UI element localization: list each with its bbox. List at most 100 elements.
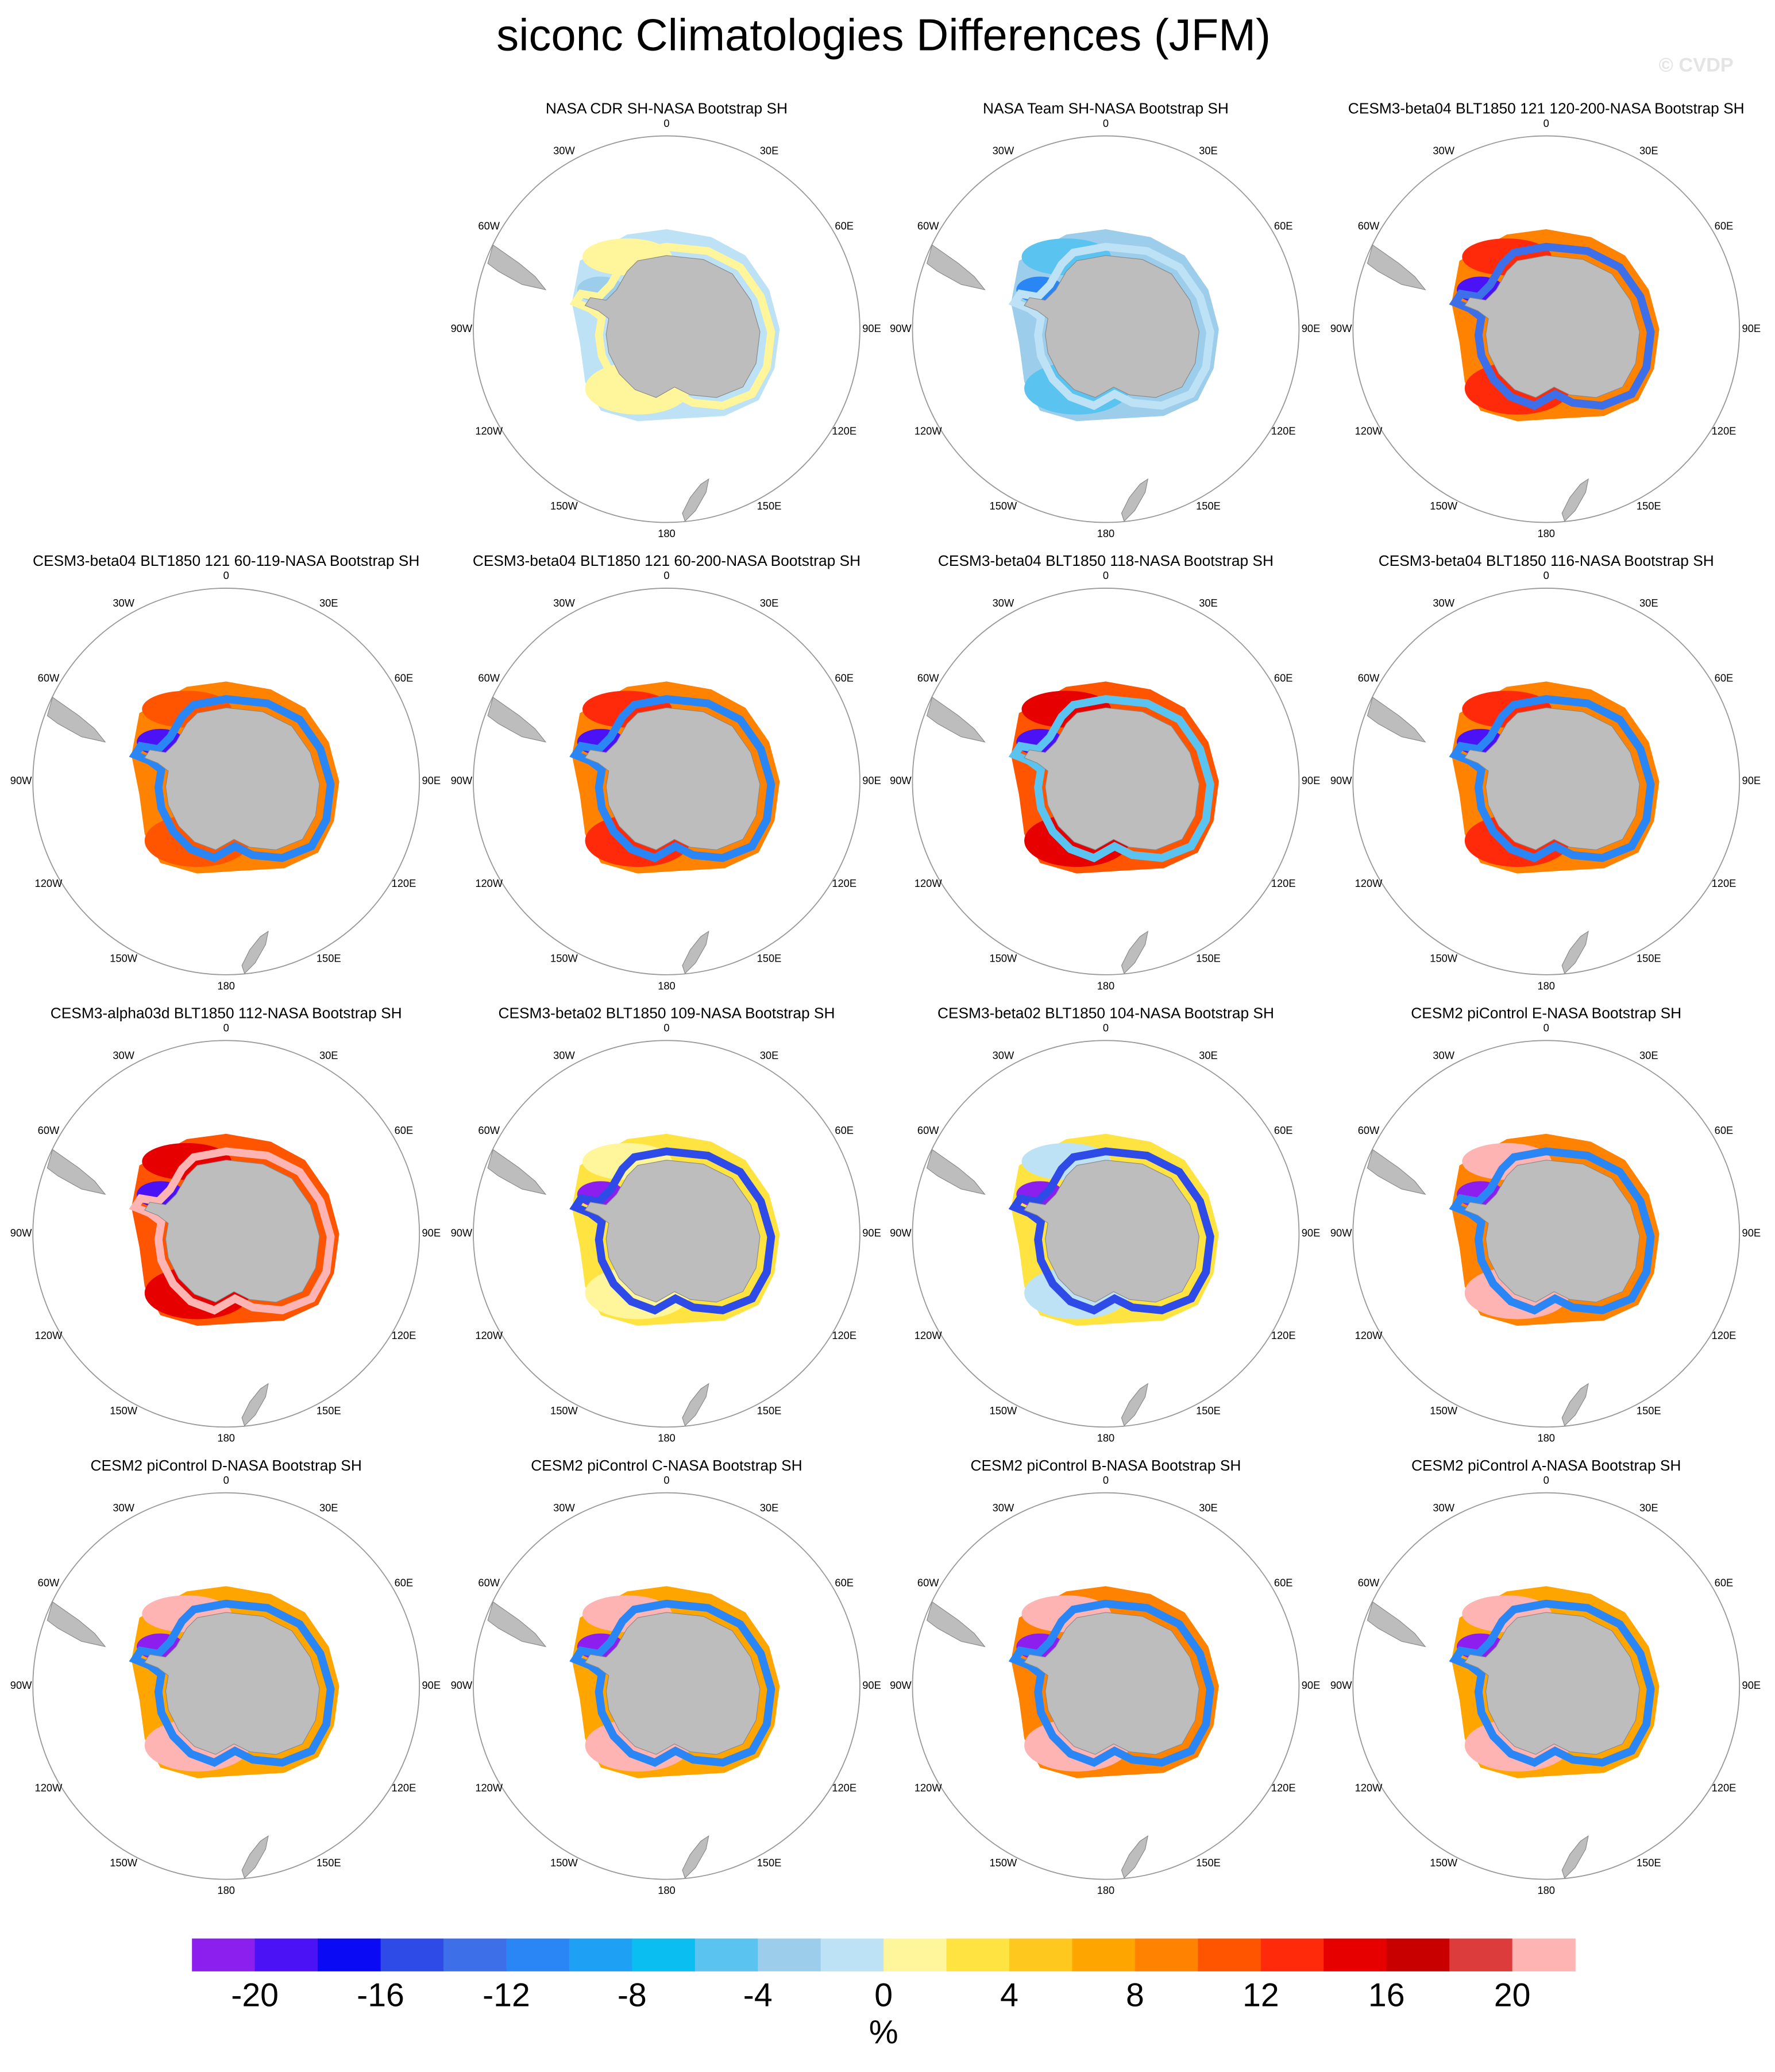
longitude-label: 120E bbox=[1271, 877, 1296, 889]
panel-title: CESM2 piControl B-NASA Bootstrap SH bbox=[971, 1457, 1241, 1474]
panel-title: CESM3-beta04 BLT1850 121 60-200-NASA Boo… bbox=[473, 552, 861, 569]
map-panel: CESM3-beta04 BLT1850 121 60-200-NASA Boo… bbox=[451, 552, 881, 991]
longitude-label: 180 bbox=[1097, 527, 1115, 539]
longitude-label: 60E bbox=[395, 1124, 414, 1136]
map-panel: CESM2 piControl A-NASA Bootstrap SH0 30E 6… bbox=[1330, 1457, 1761, 1896]
longitude-label: 30E bbox=[760, 145, 779, 157]
longitude-label: 90E bbox=[422, 1679, 441, 1691]
colorbar-box bbox=[632, 1938, 696, 1971]
colorbar-tick-label: 20 bbox=[1494, 1977, 1531, 2014]
longitude-label: 0 bbox=[1544, 569, 1549, 581]
longitude-label: 0 bbox=[1103, 1474, 1109, 1486]
longitude-label: 150E bbox=[757, 1405, 782, 1417]
longitude-label: 60E bbox=[395, 672, 414, 684]
map-panel: CESM3-alpha03d BLT1850 112-NASA Bootstra… bbox=[10, 1004, 441, 1444]
colorbar-box bbox=[506, 1938, 570, 1971]
longitude-label: 90W bbox=[1330, 322, 1352, 334]
longitude-label: 60W bbox=[917, 219, 939, 231]
map-panel: CESM3-beta04 BLT1850 121 60-119-NASA Boo… bbox=[10, 552, 441, 991]
south-america bbox=[487, 1601, 547, 1647]
longitude-label: 30W bbox=[1433, 1049, 1454, 1061]
antarctica bbox=[1464, 1612, 1640, 1755]
colorbar-tick-label: -20 bbox=[231, 1977, 279, 2014]
longitude-label: 30W bbox=[113, 1502, 134, 1514]
longitude-label: 150W bbox=[550, 500, 578, 512]
longitude-label: 60E bbox=[1274, 1576, 1293, 1588]
colorbar-box bbox=[1386, 1938, 1450, 1971]
longitude-label: 180 bbox=[658, 527, 676, 539]
longitude-label: 120E bbox=[1712, 425, 1737, 437]
new-zealand bbox=[241, 1383, 269, 1427]
longitude-label: 90W bbox=[1330, 774, 1352, 786]
longitude-label: 150E bbox=[1196, 1405, 1221, 1417]
longitude-label: 180 bbox=[1097, 1884, 1115, 1896]
longitude-label: 90E bbox=[422, 774, 441, 786]
longitude-label: 90W bbox=[890, 1227, 912, 1239]
longitude-label: 120W bbox=[475, 1329, 503, 1341]
longitude-label: 120E bbox=[832, 877, 856, 889]
antarctica bbox=[584, 1612, 761, 1755]
longitude-label: 0 bbox=[663, 1474, 669, 1486]
longitude-label: 0 bbox=[1544, 117, 1549, 129]
longitude-label: 30W bbox=[993, 145, 1014, 157]
south-america bbox=[927, 244, 986, 291]
antarctica bbox=[1464, 1160, 1640, 1303]
south-america bbox=[47, 1601, 106, 1647]
longitude-label: 90E bbox=[862, 1227, 881, 1239]
panel-title: CESM2 piControl C-NASA Bootstrap SH bbox=[531, 1457, 802, 1474]
map-panel: CESM2 piControl D-NASA Bootstrap SH0 30E 6… bbox=[10, 1457, 441, 1896]
panel-title: CESM2 piControl A-NASA Bootstrap SH bbox=[1411, 1457, 1681, 1474]
coastal-band bbox=[1449, 694, 1655, 863]
longitude-label: 30W bbox=[993, 1502, 1014, 1514]
colorbar-box bbox=[192, 1938, 256, 1971]
coastal-band bbox=[1449, 242, 1655, 410]
longitude-label: 150W bbox=[990, 1405, 1018, 1417]
longitude-label: 30E bbox=[1199, 145, 1218, 157]
longitude-label: 120W bbox=[475, 1782, 503, 1794]
longitude-label: 150W bbox=[1430, 952, 1458, 964]
longitude-label: 60W bbox=[478, 1576, 500, 1588]
longitude-label: 150E bbox=[1637, 1857, 1661, 1869]
south-america bbox=[1367, 696, 1426, 743]
longitude-label: 90E bbox=[862, 322, 881, 334]
longitude-label: 180 bbox=[1537, 1432, 1555, 1444]
longitude-label: 120W bbox=[35, 877, 63, 889]
map-panel: CESM3-beta02 BLT1850 109-NASA Bootstrap … bbox=[451, 1004, 881, 1444]
south-america bbox=[1367, 1601, 1426, 1647]
antarctica bbox=[1464, 707, 1640, 851]
antarctica bbox=[1464, 255, 1640, 398]
longitude-label: 150E bbox=[1196, 952, 1221, 964]
longitude-label: 150E bbox=[1637, 500, 1661, 512]
colorbar-box bbox=[254, 1938, 318, 1971]
longitude-label: 30W bbox=[113, 597, 134, 609]
longitude-label: 120W bbox=[914, 1329, 943, 1341]
longitude-label: 90E bbox=[1742, 1679, 1761, 1691]
colorbar-box bbox=[380, 1938, 444, 1971]
new-zealand bbox=[1121, 931, 1149, 974]
longitude-label: 0 bbox=[223, 569, 229, 581]
colorbar-box bbox=[1512, 1938, 1576, 1971]
colorbar-tick-label: 8 bbox=[1126, 1977, 1144, 2014]
longitude-label: 30E bbox=[760, 1502, 779, 1514]
longitude-label: 30W bbox=[993, 1049, 1014, 1061]
longitude-label: 90E bbox=[1742, 322, 1761, 334]
longitude-label: 120E bbox=[1271, 1782, 1296, 1794]
new-zealand bbox=[1561, 1835, 1589, 1879]
longitude-label: 60E bbox=[1715, 1576, 1734, 1588]
longitude-label: 120E bbox=[392, 877, 416, 889]
longitude-label: 30W bbox=[553, 597, 575, 609]
longitude-label: 150W bbox=[1430, 1857, 1458, 1869]
longitude-label: 60E bbox=[835, 219, 854, 231]
longitude-label: 60W bbox=[1358, 219, 1380, 231]
longitude-label: 90W bbox=[1330, 1679, 1352, 1691]
longitude-label: 120W bbox=[914, 877, 943, 889]
longitude-label: 150E bbox=[1637, 952, 1661, 964]
longitude-label: 180 bbox=[658, 1884, 676, 1896]
longitude-label: 120E bbox=[1712, 1329, 1737, 1341]
longitude-label: 90W bbox=[890, 1679, 912, 1691]
map-panel: NASA CDR SH-NASA Bootstrap SH0 30E 60E 90E 1… bbox=[451, 100, 881, 539]
colorbar-box bbox=[694, 1938, 758, 1971]
antarctica bbox=[584, 1160, 761, 1303]
map-panel: CESM3-beta04 BLT1850 121 120-200-NASA Bo… bbox=[1330, 100, 1761, 539]
coastal-band bbox=[1008, 694, 1214, 863]
